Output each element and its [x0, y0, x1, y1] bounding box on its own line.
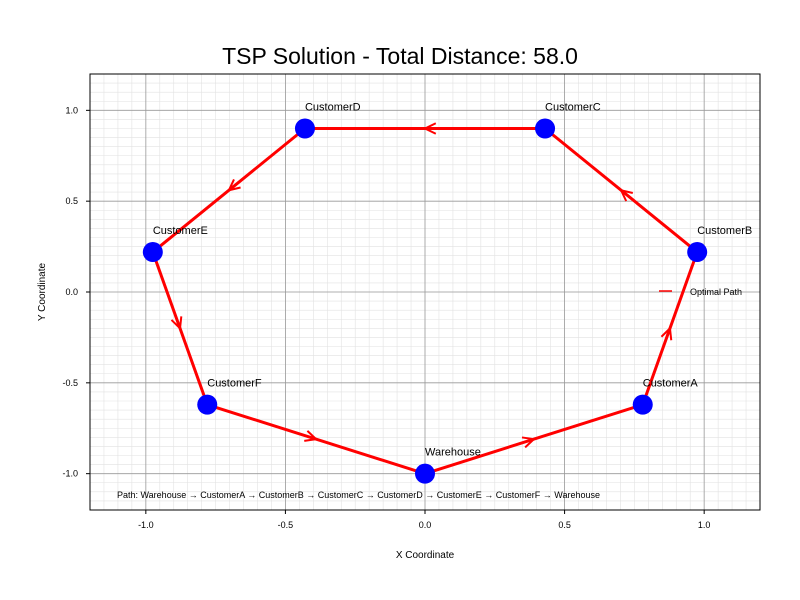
node-warehouse: [415, 463, 435, 484]
path-annotation: Path: Warehouse → CustomerA → CustomerB …: [117, 490, 600, 500]
x-tick-label: 0.0: [419, 520, 432, 530]
route-arrowhead: [227, 178, 241, 192]
route-arrowhead: [660, 326, 673, 341]
node-customere: [142, 242, 163, 263]
route-arrowhead: [619, 188, 634, 202]
node-label-customerf: CustomerF: [207, 378, 262, 390]
node-customerd: [294, 118, 315, 139]
x-tick-label: -0.5: [278, 520, 294, 530]
node-customerb: [687, 242, 708, 263]
legend-label-optimal-path: Optimal Path: [690, 287, 742, 297]
node-customera: [632, 394, 653, 415]
node-label-layer: Warehouse CustomerA CustomerB CustomerC Cust…: [153, 102, 752, 459]
route-arrowhead: [304, 430, 319, 442]
legend: Optimal Path: [659, 287, 742, 297]
y-tick-label: -0.5: [62, 378, 78, 388]
y-axis-ticks: -1.0 -0.5 0.0 0.5 1.0: [62, 105, 90, 479]
x-axis-ticks: -1.0 -0.5 0.0 0.5 1.0: [138, 510, 710, 530]
node-label-customere: CustomerE: [153, 225, 208, 237]
route-arrowhead: [422, 122, 437, 135]
route-arrowhead: [170, 316, 183, 331]
node-label-customerd: CustomerD: [305, 102, 361, 114]
node-label-customerc: CustomerC: [545, 102, 601, 114]
x-tick-label: 0.5: [558, 520, 571, 530]
chart-title: TSP Solution - Total Distance: 58.0: [222, 43, 578, 69]
y-tick-label: 1.0: [65, 105, 78, 115]
y-tick-label: 0.0: [65, 287, 78, 297]
node-layer: [142, 118, 708, 484]
route-arrowhead: [521, 436, 537, 449]
node-label-customerb: CustomerB: [697, 225, 752, 237]
node-customerc: [535, 118, 556, 139]
y-axis-label: Y Coordinate: [37, 262, 48, 321]
node-customerf: [197, 394, 218, 415]
x-tick-label: 1.0: [698, 520, 711, 530]
node-label-warehouse: Warehouse: [425, 447, 481, 459]
y-tick-label: -1.0: [62, 469, 78, 479]
x-tick-label: -1.0: [138, 520, 154, 530]
y-tick-label: 0.5: [65, 196, 78, 206]
major-grid: [90, 74, 760, 510]
x-axis-label: X Coordinate: [396, 550, 455, 561]
node-label-customera: CustomerA: [643, 378, 699, 390]
route-layer: [151, 122, 699, 476]
